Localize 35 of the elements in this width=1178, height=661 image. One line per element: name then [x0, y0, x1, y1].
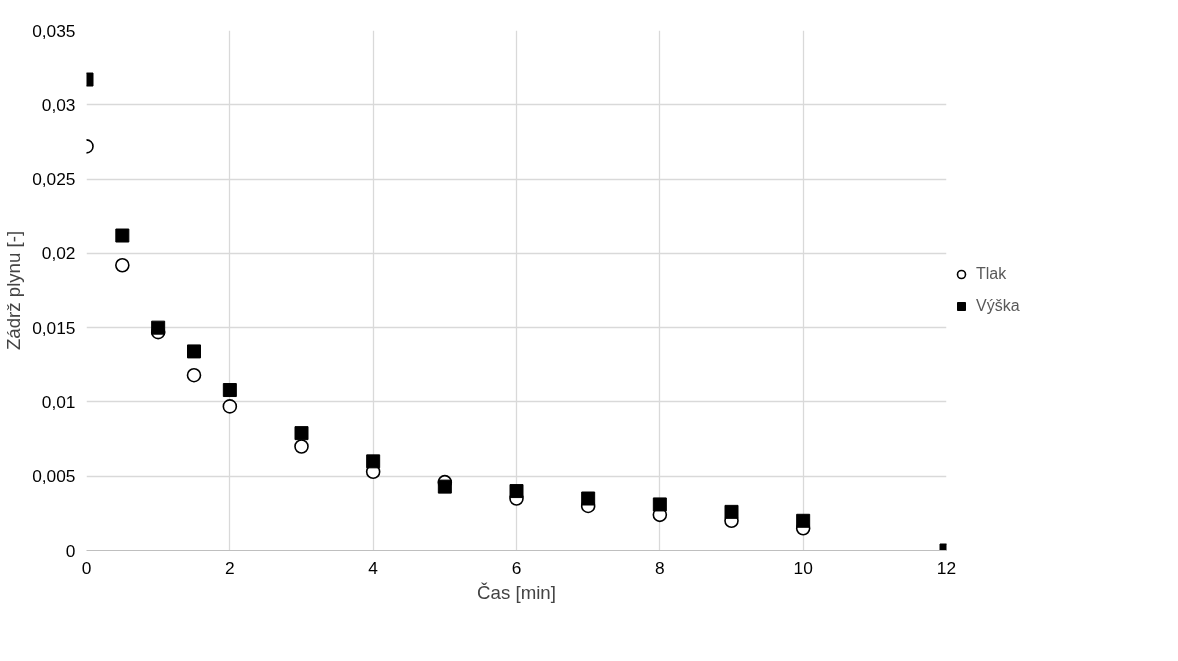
point [581, 491, 596, 506]
x-tick-label: 0 [81, 557, 92, 578]
point [796, 513, 811, 528]
point [294, 426, 309, 441]
x-tick-label: 2 [225, 557, 235, 578]
y-tick-label: 0 [65, 540, 76, 561]
x-tick-label: 6 [511, 557, 522, 578]
point [115, 228, 130, 243]
y-tick-label: 0,035 [32, 20, 76, 41]
legend-label: Tlak [976, 265, 1007, 283]
point [222, 383, 237, 398]
x-tick-label: 10 [793, 557, 813, 578]
point [652, 497, 667, 512]
y-tick-label: 0,005 [32, 466, 76, 487]
x-tick-label: 12 [936, 557, 957, 578]
x-tick-label: 4 [368, 557, 379, 578]
point [294, 439, 309, 454]
point [366, 454, 381, 469]
y-tick-label: 0,01 [41, 391, 76, 412]
x-axis-title: Čas [min] [477, 581, 556, 603]
x-tick-label: 8 [655, 557, 665, 578]
point [151, 320, 166, 335]
point [509, 484, 524, 499]
legend-label: Výška [976, 297, 1020, 315]
y-axis-title: Zádrž plynu [-] [3, 230, 25, 351]
y-tick-label: 0,025 [32, 169, 76, 190]
point [222, 399, 238, 414]
point [437, 479, 452, 494]
y-tick-label: 0,03 [41, 94, 76, 115]
y-tick-label: 0,015 [32, 317, 76, 338]
point [187, 344, 201, 359]
y-tick-label: 0,02 [41, 243, 76, 264]
point [186, 367, 202, 383]
point [724, 504, 739, 519]
point [115, 257, 130, 273]
